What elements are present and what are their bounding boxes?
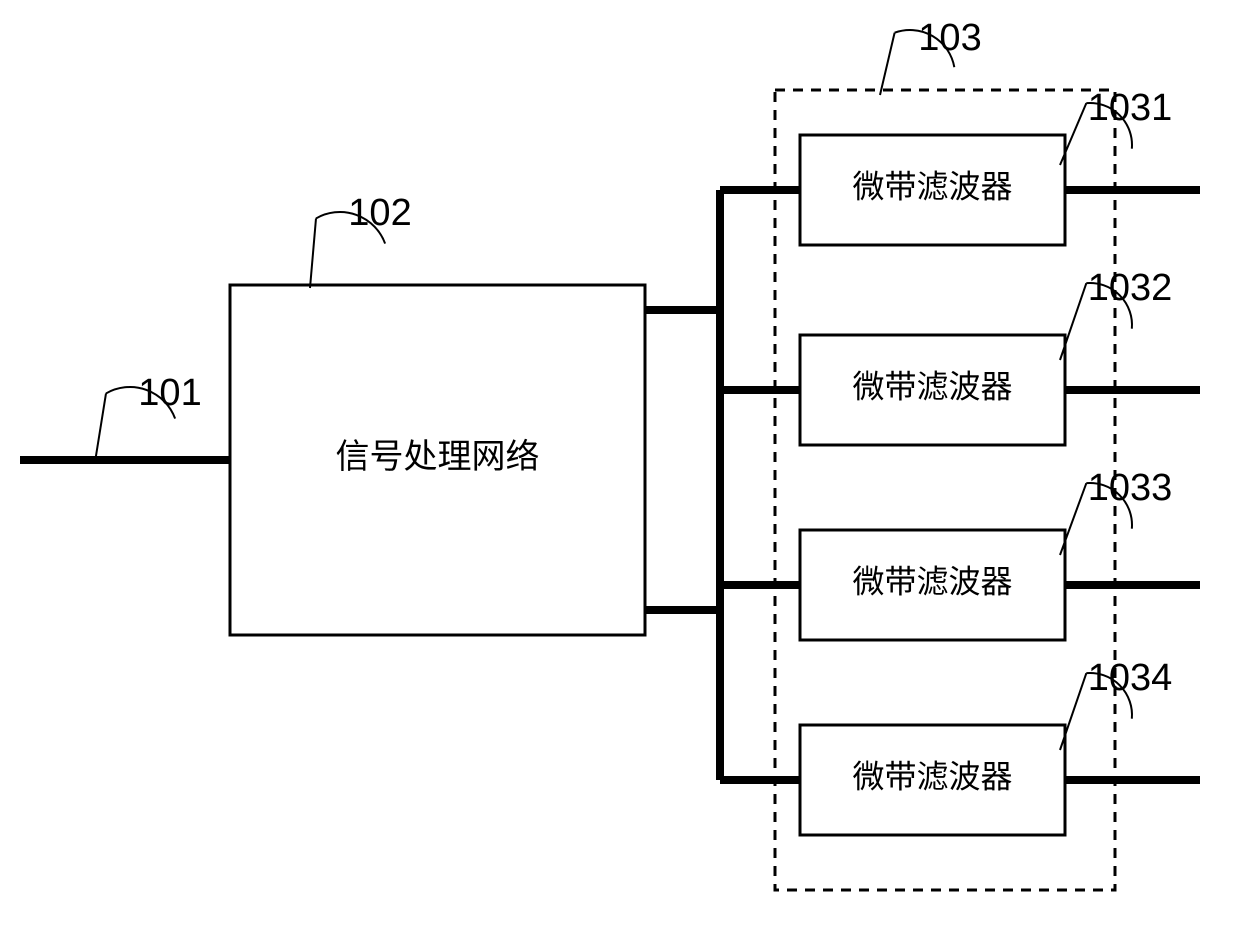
diagram-canvas: 101 信号处理网络 102 103 微带滤波器 1031 微带滤波器 1032 微带滤波器 10… <box>0 0 1240 931</box>
input-line-number: 101 <box>138 372 201 414</box>
filter-1-number: 1031 <box>1088 87 1173 129</box>
filter-2-number: 1032 <box>1088 267 1173 309</box>
filter-3-number: 1033 <box>1088 467 1173 509</box>
filter-group-number: 103 <box>918 17 981 59</box>
filter-label-4: 微带滤波器 <box>852 758 1012 794</box>
main-box-label: 信号处理网络 <box>336 438 540 476</box>
filter-label-3: 微带滤波器 <box>852 563 1012 599</box>
filter-4-leader-end <box>1060 673 1086 750</box>
main-box-leader-end <box>310 218 316 288</box>
filter-label-1: 微带滤波器 <box>852 168 1012 204</box>
filter-label-2: 微带滤波器 <box>852 368 1012 404</box>
filter-3-leader-end <box>1060 483 1086 555</box>
filter-group-leader-end <box>880 33 895 95</box>
input-line-leader-end <box>95 393 106 462</box>
filter-2-leader-end <box>1060 283 1086 360</box>
filter-4-number: 1034 <box>1088 657 1173 699</box>
main-box-number: 102 <box>348 192 411 234</box>
